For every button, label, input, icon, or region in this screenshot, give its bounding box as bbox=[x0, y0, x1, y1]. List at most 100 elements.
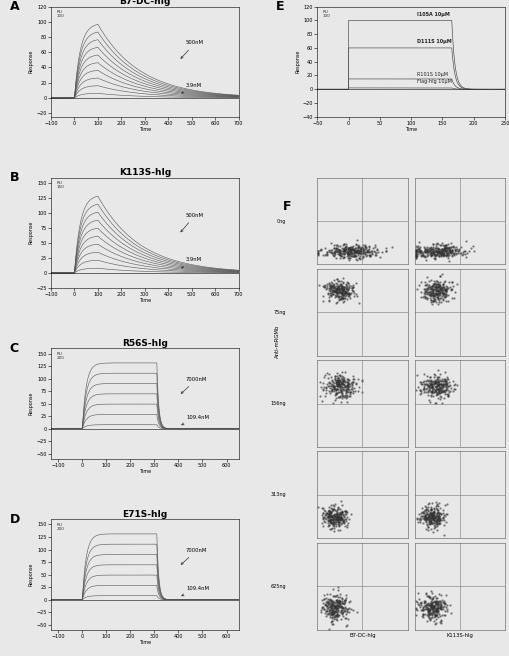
Point bbox=[438, 379, 446, 390]
Point bbox=[325, 509, 333, 520]
Point bbox=[345, 597, 353, 607]
Point bbox=[441, 281, 449, 291]
Point bbox=[435, 394, 443, 404]
Point bbox=[328, 604, 336, 614]
Point bbox=[449, 384, 458, 394]
Point bbox=[332, 507, 340, 518]
Point bbox=[332, 600, 340, 610]
Point bbox=[427, 379, 435, 389]
Point bbox=[337, 377, 345, 388]
Point bbox=[450, 384, 459, 394]
Point bbox=[428, 602, 436, 613]
Point bbox=[335, 370, 343, 380]
Point bbox=[315, 245, 323, 255]
Point bbox=[434, 377, 442, 387]
Point bbox=[426, 508, 434, 518]
Point bbox=[434, 289, 442, 299]
Point bbox=[326, 516, 334, 527]
Point bbox=[324, 381, 332, 392]
Point bbox=[427, 513, 435, 523]
Point bbox=[425, 516, 433, 527]
Point bbox=[331, 383, 339, 394]
Point bbox=[428, 382, 436, 392]
Point bbox=[443, 251, 451, 261]
Point bbox=[326, 277, 334, 287]
Point bbox=[433, 514, 441, 525]
Point bbox=[415, 389, 423, 400]
Point bbox=[331, 285, 340, 296]
Point bbox=[338, 611, 346, 622]
Text: R101S 10μM: R101S 10μM bbox=[416, 72, 447, 77]
Point bbox=[336, 512, 344, 522]
Point bbox=[324, 386, 332, 396]
Point bbox=[431, 497, 439, 507]
Point bbox=[346, 244, 354, 255]
Point bbox=[423, 380, 431, 390]
Point bbox=[453, 246, 461, 256]
Point bbox=[319, 594, 327, 604]
Point bbox=[330, 598, 338, 609]
Point bbox=[328, 289, 336, 300]
Text: E: E bbox=[275, 0, 284, 13]
Point bbox=[429, 279, 437, 289]
Point bbox=[426, 380, 434, 390]
Point bbox=[417, 506, 425, 517]
Point bbox=[338, 280, 346, 291]
Point bbox=[435, 508, 443, 518]
Point bbox=[318, 512, 326, 522]
Point bbox=[333, 610, 342, 621]
Point bbox=[337, 292, 346, 302]
Point bbox=[350, 247, 358, 258]
Point bbox=[332, 384, 341, 394]
Point bbox=[416, 511, 425, 522]
Point bbox=[332, 380, 340, 390]
Point bbox=[330, 291, 338, 302]
Point bbox=[329, 601, 337, 611]
Point bbox=[431, 605, 439, 616]
Point bbox=[426, 600, 434, 611]
Point bbox=[333, 241, 342, 251]
Point bbox=[432, 514, 440, 525]
Point bbox=[437, 268, 445, 279]
Point bbox=[333, 375, 341, 386]
Point bbox=[414, 236, 422, 247]
Point bbox=[351, 245, 359, 255]
Point bbox=[340, 243, 348, 254]
Point bbox=[425, 604, 433, 614]
Point bbox=[373, 247, 381, 257]
Point bbox=[319, 602, 327, 613]
Point bbox=[412, 241, 420, 252]
Point bbox=[332, 297, 341, 307]
Point bbox=[443, 374, 451, 384]
Point bbox=[326, 380, 334, 390]
Point bbox=[334, 610, 342, 621]
Point bbox=[337, 594, 346, 605]
Point bbox=[432, 377, 440, 388]
Point bbox=[337, 602, 346, 613]
Point bbox=[453, 248, 461, 258]
Point bbox=[420, 512, 429, 522]
Point bbox=[335, 380, 344, 390]
Point bbox=[453, 246, 461, 256]
Point bbox=[434, 278, 442, 289]
Point bbox=[329, 501, 337, 511]
Point bbox=[354, 245, 362, 255]
Point bbox=[432, 508, 440, 518]
Point bbox=[414, 244, 422, 255]
Point bbox=[439, 245, 447, 256]
Point bbox=[434, 379, 442, 389]
Point bbox=[332, 507, 341, 518]
Point bbox=[332, 377, 341, 387]
Point bbox=[432, 503, 440, 514]
Point bbox=[355, 245, 363, 256]
Point bbox=[329, 248, 337, 258]
Point bbox=[431, 605, 439, 616]
Point bbox=[428, 606, 436, 617]
Point bbox=[339, 286, 347, 297]
Point bbox=[429, 509, 437, 520]
Point bbox=[432, 243, 440, 253]
Point bbox=[349, 247, 357, 257]
Point bbox=[327, 507, 335, 518]
Point bbox=[441, 517, 449, 527]
Point bbox=[427, 514, 435, 524]
